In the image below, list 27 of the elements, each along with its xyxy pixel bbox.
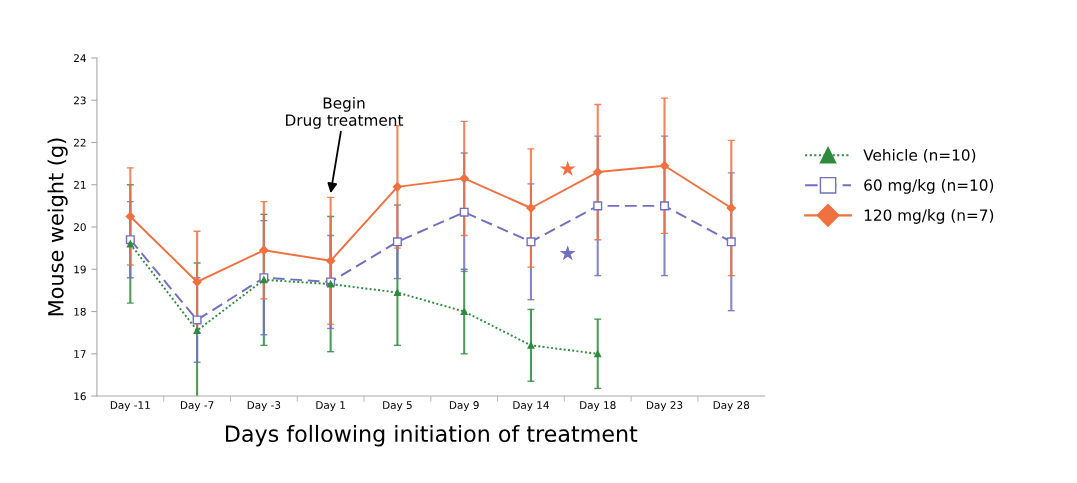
legend-label: 120 mg/kg (n=7) bbox=[864, 209, 994, 224]
legend-label: 60 mg/kg (n=10) bbox=[864, 179, 994, 194]
legend-label: Vehicle (n=10) bbox=[863, 148, 976, 163]
x-tick-label: Day -7 bbox=[180, 401, 214, 411]
y-tick-label: 20 bbox=[74, 223, 86, 232]
y-tick-label: 23 bbox=[74, 96, 86, 105]
x-tick-label: Day 1 bbox=[316, 401, 345, 411]
y-tick-label: 16 bbox=[74, 392, 86, 401]
annotation: ★ bbox=[559, 160, 576, 176]
y-tick-label: 24 bbox=[74, 54, 86, 62]
y-tick-label: 18 bbox=[74, 307, 86, 316]
y-tick-label: 21 bbox=[74, 180, 86, 189]
x-tick-label: Day 18 bbox=[580, 401, 616, 411]
x-tick-label: Day 14 bbox=[513, 401, 549, 411]
x-tick-label: Day 28 bbox=[713, 401, 750, 411]
x-tick-label: Day 9 bbox=[449, 401, 479, 411]
y-axis-title: Mouse weight (g) bbox=[47, 138, 68, 316]
y-tick-label: 19 bbox=[74, 265, 86, 274]
annotation: Begin Drug treatment bbox=[286, 96, 404, 129]
x-tick-label: Day 23 bbox=[646, 401, 683, 411]
x-tick-label: Day -3 bbox=[247, 401, 281, 411]
y-tick-label: 22 bbox=[74, 138, 86, 147]
y-tick-label: 17 bbox=[74, 350, 86, 358]
x-tick-label: Day 5 bbox=[383, 401, 412, 411]
annotation: ★ bbox=[559, 245, 576, 261]
x-axis-title: Days following initiation of treatment bbox=[225, 424, 638, 447]
x-tick-label: Day -11 bbox=[110, 401, 150, 411]
